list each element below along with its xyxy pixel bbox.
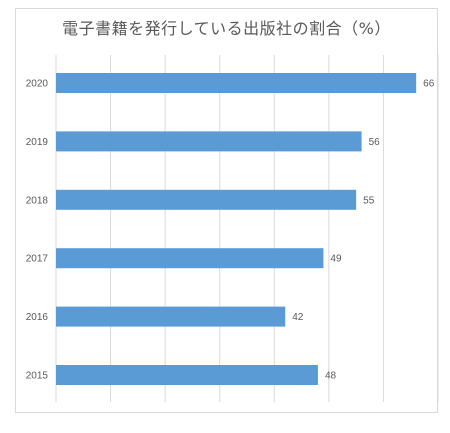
category-label-2016: 2016 (26, 312, 49, 323)
gridlines (55, 55, 439, 402)
data-label-2015: 48 (325, 371, 337, 382)
bar-2020 (56, 73, 417, 93)
data-label-2019: 56 (369, 137, 381, 148)
bar-2016 (56, 306, 286, 327)
category-label-2020: 2020 (26, 79, 49, 90)
bars (56, 73, 417, 385)
bar-2019 (56, 131, 362, 152)
bar-chart-plot: 2020 2019 2018 2017 2016 2015 66 56 55 49 42 48 (26, 55, 439, 402)
data-labels: 66 56 55 49 42 48 (292, 79, 435, 382)
data-label-2017: 49 (330, 254, 342, 265)
category-label-2017: 2017 (26, 254, 49, 265)
chart-frame: 電子書籍を発行している出版社の割合（%） 2020 2019 2018 2017 201… (15, 8, 439, 413)
category-label-2019: 2019 (26, 137, 49, 148)
data-label-2018: 55 (363, 195, 375, 206)
category-labels: 2020 2019 2018 2017 2016 2015 (26, 79, 49, 382)
data-label-2020: 66 (423, 79, 435, 90)
bar-2017 (56, 248, 324, 269)
bar-2018 (56, 189, 357, 210)
category-label-2018: 2018 (26, 195, 49, 206)
data-label-2016: 42 (292, 312, 304, 323)
bar-2015 (56, 365, 318, 385)
chart-title: 電子書籍を発行している出版社の割合（%） (62, 19, 391, 38)
category-label-2015: 2015 (26, 371, 49, 382)
